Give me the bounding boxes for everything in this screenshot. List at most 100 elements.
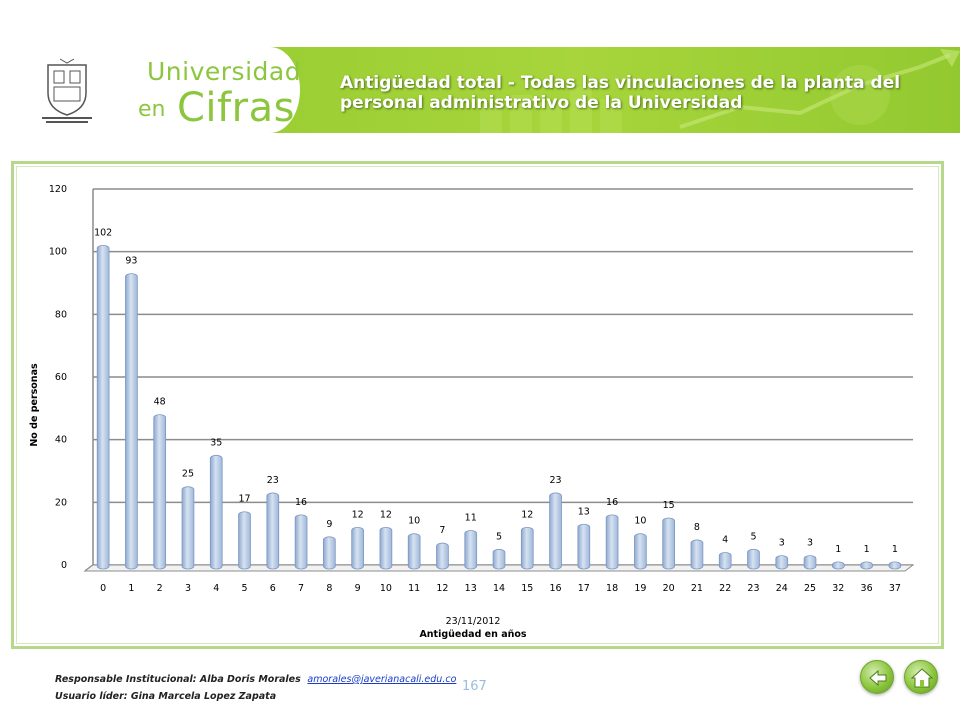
x-tick-label: 2 bbox=[157, 583, 163, 594]
bar bbox=[266, 492, 280, 570]
x-tick-label: 36 bbox=[861, 583, 873, 594]
x-tick-label: 0 bbox=[100, 583, 106, 594]
x-tick-label: 19 bbox=[634, 583, 646, 594]
data-label: 5 bbox=[496, 531, 502, 542]
house-icon bbox=[910, 668, 934, 688]
x-tick-label: 16 bbox=[550, 583, 562, 594]
x-tick-label: 7 bbox=[298, 583, 304, 594]
data-label: 10 bbox=[634, 516, 646, 527]
x-tick-label: 9 bbox=[355, 583, 361, 594]
bar bbox=[549, 492, 562, 570]
data-label: 10 bbox=[408, 516, 420, 527]
brand-en: en bbox=[138, 97, 166, 122]
x-tick-label: 22 bbox=[719, 583, 731, 594]
bar bbox=[153, 414, 167, 570]
bar bbox=[436, 542, 449, 570]
data-label: 12 bbox=[521, 509, 533, 520]
x-tick-label: 20 bbox=[663, 583, 675, 594]
data-label: 8 bbox=[694, 522, 700, 533]
data-label: 5 bbox=[750, 531, 756, 542]
bar bbox=[888, 561, 902, 570]
bar bbox=[605, 514, 619, 570]
y-axis-label: No de personas bbox=[29, 363, 40, 447]
footer-email-link[interactable]: amorales@javerianacali.edu.co bbox=[307, 674, 457, 685]
data-label: 93 bbox=[125, 256, 137, 267]
bar bbox=[634, 533, 647, 570]
data-label: 3 bbox=[807, 538, 813, 549]
bar bbox=[860, 561, 873, 570]
page-number: 167 bbox=[462, 679, 487, 694]
header-banner: Universidad en Cifras Antigüedad total -… bbox=[0, 47, 960, 133]
data-label: 12 bbox=[352, 509, 364, 520]
page-title-line2: personal administrativo de la Universida… bbox=[340, 93, 743, 113]
data-label: 4 bbox=[722, 534, 728, 545]
data-label: 17 bbox=[238, 494, 250, 505]
data-label: 48 bbox=[154, 397, 166, 408]
x-tick-label: 10 bbox=[380, 583, 392, 594]
data-label: 102 bbox=[94, 227, 112, 238]
x-tick-label: 32 bbox=[832, 583, 844, 594]
arrow-left-icon bbox=[869, 669, 887, 687]
bar bbox=[209, 454, 223, 570]
logo-area: Universidad en Cifras bbox=[0, 47, 302, 133]
bar bbox=[690, 539, 704, 570]
x-axis-date: 23/11/2012 bbox=[446, 616, 501, 627]
x-tick-label: 17 bbox=[578, 583, 590, 594]
y-tick-label: 40 bbox=[55, 435, 67, 446]
x-tick-label: 6 bbox=[270, 583, 276, 594]
data-label: 11 bbox=[465, 513, 477, 524]
home-button[interactable] bbox=[904, 660, 938, 694]
bar bbox=[323, 536, 336, 570]
bar bbox=[577, 523, 591, 570]
data-label: 23 bbox=[267, 475, 279, 486]
data-label: 25 bbox=[182, 469, 194, 480]
y-tick-label: 60 bbox=[55, 372, 67, 383]
bar bbox=[492, 548, 506, 570]
data-label: 7 bbox=[439, 525, 445, 536]
x-tick-label: 1 bbox=[128, 583, 134, 594]
page-title: Antigüedad total - Todas las vinculacion… bbox=[340, 73, 940, 113]
footer: Responsable Institucional: Alba Doris Mo… bbox=[55, 671, 456, 705]
data-label: 3 bbox=[779, 538, 785, 549]
footer-leader: Usuario líder: Gina Marcela Lopez Zapata bbox=[55, 691, 277, 702]
data-label: 23 bbox=[550, 475, 562, 486]
x-tick-label: 24 bbox=[776, 583, 788, 594]
data-label: 16 bbox=[606, 497, 618, 508]
x-tick-label: 12 bbox=[436, 583, 448, 594]
footer-responsible: Responsable Institucional: Alba Doris Mo… bbox=[55, 671, 456, 688]
data-label: 35 bbox=[210, 437, 222, 448]
bar bbox=[96, 245, 110, 570]
university-crest-icon bbox=[42, 58, 92, 123]
data-label: 12 bbox=[380, 509, 392, 520]
bar bbox=[238, 511, 251, 570]
x-tick-label: 15 bbox=[521, 583, 533, 594]
bar bbox=[294, 514, 308, 570]
brand-cifras: Cifras bbox=[177, 85, 295, 131]
back-button[interactable] bbox=[860, 660, 894, 694]
data-label: 13 bbox=[578, 506, 590, 517]
data-label: 16 bbox=[295, 497, 307, 508]
brand-universidad: Universidad bbox=[147, 57, 302, 86]
x-tick-label: 37 bbox=[889, 583, 901, 594]
bar bbox=[803, 555, 817, 570]
x-tick-label: 21 bbox=[691, 583, 703, 594]
data-label: 15 bbox=[663, 500, 675, 511]
bar bbox=[464, 530, 478, 570]
x-tick-label: 8 bbox=[326, 583, 332, 594]
data-label: 1 bbox=[864, 544, 870, 555]
footer-responsible-label: Responsable Institucional: Alba Doris Mo… bbox=[55, 674, 301, 685]
bar bbox=[379, 526, 393, 570]
x-tick-label: 14 bbox=[493, 583, 505, 594]
bar bbox=[831, 561, 845, 570]
bar bbox=[125, 273, 138, 570]
y-tick-label: 0 bbox=[61, 560, 67, 571]
x-tick-label: 4 bbox=[213, 583, 219, 594]
x-tick-label: 5 bbox=[241, 583, 247, 594]
data-label: 1 bbox=[892, 544, 898, 555]
bar bbox=[181, 486, 195, 570]
y-tick-label: 80 bbox=[55, 309, 67, 320]
banner-decoration bbox=[480, 49, 960, 133]
bar bbox=[747, 548, 760, 570]
